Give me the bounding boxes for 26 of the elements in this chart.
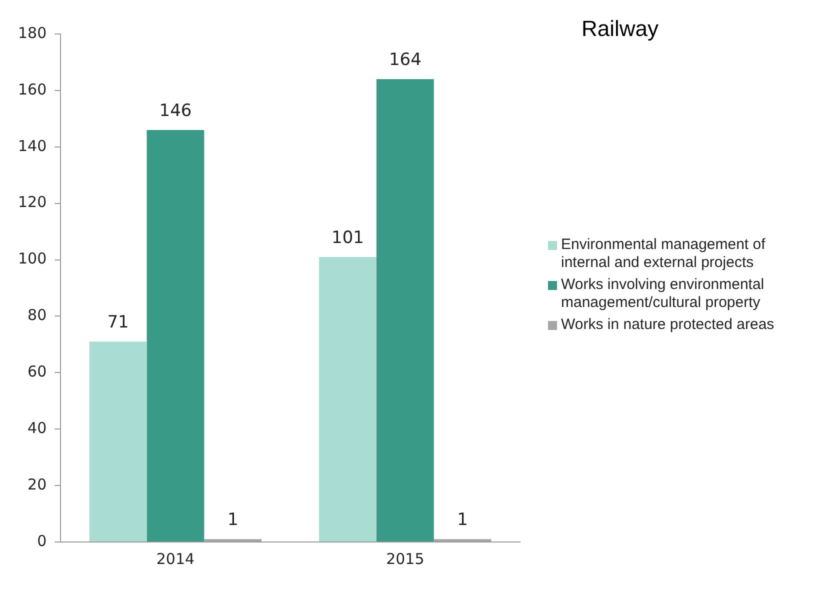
- data-label: 164: [388, 50, 422, 70]
- data-label: 71: [107, 312, 129, 333]
- y-tick-label: 180: [18, 24, 47, 42]
- legend-label: Environmental management of internal and external projects: [561, 236, 766, 272]
- legend-label: Works involving environmental management/cultural property: [561, 276, 766, 312]
- text: Railway: [580, 16, 660, 42]
- y-tick-label: 140: [18, 136, 47, 155]
- data-label: 1: [227, 510, 238, 530]
- y-tick-label: 80: [28, 306, 47, 324]
- bar: [319, 256, 376, 542]
- data-label: 146: [159, 100, 192, 121]
- y-tick-label: 60: [28, 362, 47, 381]
- x-tick-label: 2015: [386, 550, 424, 568]
- bar: [376, 79, 434, 542]
- data-label: 101: [332, 228, 364, 248]
- bar: [146, 130, 204, 542]
- data-label: 1: [457, 510, 468, 530]
- y-tick-label: 100: [18, 250, 47, 268]
- y-tick-label: 120: [18, 193, 47, 212]
- y-tick-label: 160: [18, 80, 47, 98]
- y-tick-label: 20: [28, 475, 47, 494]
- y-tick-label: 40: [28, 419, 47, 437]
- y-tick-label: 0: [37, 532, 47, 550]
- legend-label: Works in nature protected areas: [561, 316, 774, 334]
- x-tick-label: 2014: [156, 550, 195, 568]
- bar: [89, 342, 147, 542]
